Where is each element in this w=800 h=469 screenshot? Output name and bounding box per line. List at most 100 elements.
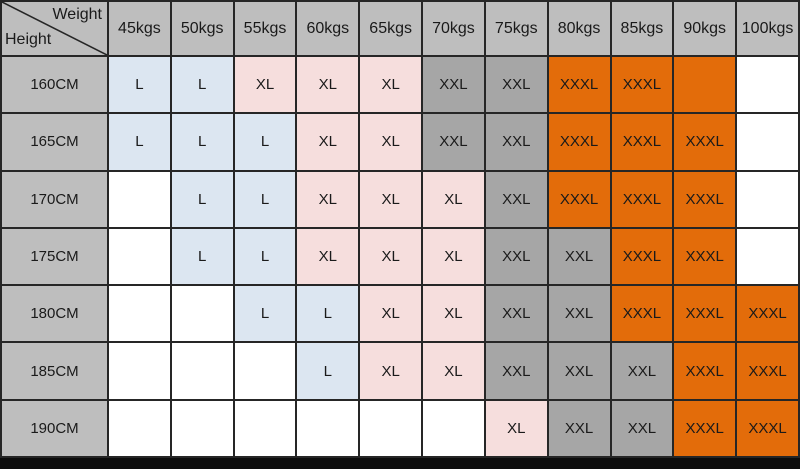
table-row: 190CM XL XXL XXL XXXL XXXL: [0, 398, 800, 459]
size-cell: XXXL: [735, 341, 800, 401]
size-cell: L: [232, 112, 298, 172]
size-cell: L: [232, 226, 298, 287]
weight-header-cell: 70kgs: [421, 0, 486, 57]
size-cell: [735, 112, 800, 172]
table-row: 180CM L L XL XL XXL XXL XXXL XXXL XXXL: [0, 284, 800, 344]
size-cell: L: [107, 112, 172, 172]
size-cell: XXXL: [546, 112, 612, 172]
size-cell: L: [295, 284, 361, 344]
height-header-cell: 175CM: [0, 226, 109, 287]
size-cell: XL: [358, 112, 424, 172]
size-cell: [232, 398, 298, 459]
weight-header-cell: 55kgs: [232, 0, 298, 57]
size-cell: XXL: [483, 226, 549, 287]
weight-header-cell: 80kgs: [546, 0, 612, 57]
weight-header-cell: 45kgs: [107, 0, 172, 57]
height-header-cell: 180CM: [0, 284, 109, 344]
size-cell: [107, 398, 172, 459]
size-cell: XXXL: [672, 112, 738, 172]
weight-header-cell: 90kgs: [672, 0, 738, 57]
size-cell: XXL: [483, 54, 549, 115]
size-cell: XXL: [546, 341, 612, 401]
table-row: 175CM L L XL XL XL XXL XXL XXXL XXXL: [0, 226, 800, 287]
height-header-cell: 165CM: [0, 112, 109, 172]
size-cell: XXL: [546, 398, 612, 459]
weight-header-cell: 100kgs: [735, 0, 800, 57]
size-cell: XXL: [546, 284, 612, 344]
size-chart-table: Weight Height 45kgs 50kgs 55kgs 60kgs 65kgs 7…: [0, 0, 800, 459]
size-cell: XL: [358, 284, 424, 344]
size-cell: L: [107, 54, 172, 115]
size-cell: [169, 398, 235, 459]
size-cell: XL: [421, 226, 486, 287]
size-cell: XL: [358, 54, 424, 115]
height-header-cell: 160CM: [0, 54, 109, 115]
size-cell: [107, 169, 172, 229]
size-cell: XL: [295, 54, 361, 115]
size-cell: L: [295, 341, 361, 401]
weight-header-cell: 65kgs: [358, 0, 424, 57]
size-cell: XL: [421, 341, 486, 401]
size-cell: XXXL: [609, 226, 675, 287]
table-row: 170CM L L XL XL XL XXL XXXL XXXL XXXL: [0, 169, 800, 229]
table-row: 165CM L L L XL XL XXL XXL XXXL XXXL XXXL: [0, 112, 800, 172]
size-cell: XXXL: [546, 169, 612, 229]
size-cell: XXL: [609, 398, 675, 459]
size-cell: XXXL: [672, 169, 738, 229]
size-cell: XXL: [421, 112, 486, 172]
size-cell: XXXL: [672, 398, 738, 459]
size-cell: XL: [421, 169, 486, 229]
size-cell: XL: [483, 398, 549, 459]
size-cell: XL: [358, 341, 424, 401]
size-cell: L: [169, 226, 235, 287]
weight-axis-label: Weight: [52, 6, 102, 23]
size-cell: XXXL: [609, 169, 675, 229]
size-cell: [358, 398, 424, 459]
size-cell: XXXL: [735, 398, 800, 459]
size-cell: XXXL: [546, 54, 612, 115]
weight-header-cell: 50kgs: [169, 0, 235, 57]
size-cell: [232, 341, 298, 401]
size-cell: XXL: [546, 226, 612, 287]
size-cell: L: [169, 169, 235, 229]
size-cell: [107, 284, 172, 344]
size-cell: [107, 341, 172, 401]
size-cell: XXL: [609, 341, 675, 401]
size-cell: XL: [358, 169, 424, 229]
size-cell: L: [232, 169, 298, 229]
size-cell: XL: [232, 54, 298, 115]
size-cell: L: [169, 112, 235, 172]
size-cell: XXL: [483, 284, 549, 344]
size-cell: XXXL: [672, 226, 738, 287]
size-cell: XXXL: [672, 284, 738, 344]
height-header-cell: 185CM: [0, 341, 109, 401]
table-row: 185CM L XL XL XXL XXL XXL XXXL XXXL: [0, 341, 800, 401]
size-cell: [169, 284, 235, 344]
height-header-cell: 190CM: [0, 398, 109, 459]
corner-header-cell: Weight Height: [0, 0, 109, 57]
size-cell: XL: [358, 226, 424, 287]
size-cell: XL: [295, 226, 361, 287]
size-cell: XL: [295, 112, 361, 172]
size-cell: [672, 54, 738, 115]
table-row: 160CM L L XL XL XL XXL XXL XXXL XXXL: [0, 54, 800, 115]
size-cell: [735, 226, 800, 287]
size-cell: [735, 169, 800, 229]
size-cell: XXL: [483, 169, 549, 229]
size-cell: XXXL: [609, 112, 675, 172]
size-cell: XL: [295, 169, 361, 229]
size-cell: XXXL: [609, 54, 675, 115]
weight-header-cell: 75kgs: [483, 0, 549, 57]
bottom-border-bar: [0, 458, 800, 469]
size-cell: [735, 54, 800, 115]
size-cell: [107, 226, 172, 287]
header-row: Weight Height 45kgs 50kgs 55kgs 60kgs 65kgs 7…: [0, 0, 800, 57]
weight-header-cell: 85kgs: [609, 0, 675, 57]
size-cell: L: [169, 54, 235, 115]
size-cell: XXL: [421, 54, 486, 115]
weight-header-cell: 60kgs: [295, 0, 361, 57]
height-axis-label: Height: [5, 31, 52, 48]
size-cell: XXL: [483, 112, 549, 172]
size-cell: XXL: [483, 341, 549, 401]
